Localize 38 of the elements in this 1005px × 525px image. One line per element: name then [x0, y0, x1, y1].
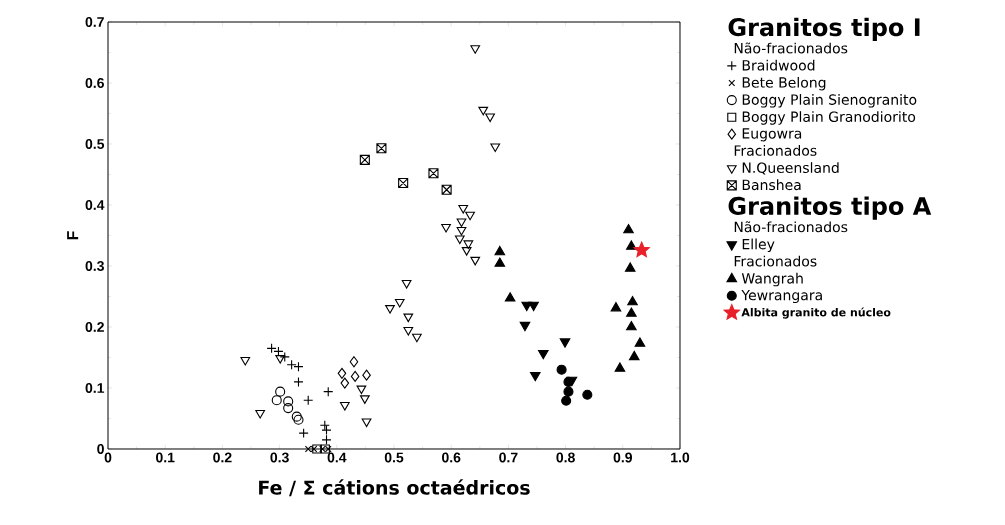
x-tick-label: 0.2: [213, 452, 232, 463]
y-tick-label: 0.1: [85, 383, 105, 393]
y-tick-label: 0.5: [85, 139, 105, 149]
legend-label: Albita granito de núcleo: [741, 307, 891, 319]
legend-label: Banshea: [742, 179, 801, 191]
text: Granitos tipo I: [728, 17, 920, 41]
legend-label: Yewrangara: [741, 289, 822, 304]
x-tick-label: 0.5: [384, 452, 404, 463]
text: Granitos tipo A: [728, 196, 932, 220]
legend-label: Braidwood: [742, 59, 815, 71]
x-axis-title: Fe / Σ cátions octaédricos: [259, 479, 530, 497]
text: Não-fracionados: [734, 42, 848, 54]
legend-label: Bete Belong: [742, 76, 826, 91]
legend-label: Boggy Plain Granodiorito: [742, 111, 916, 125]
x-tick-label: 0.1: [156, 452, 175, 463]
y-tick-label: 0: [97, 444, 104, 454]
y-tick-label: 0.6: [85, 78, 104, 88]
legend-label: Boggy Plain Sienogranito: [742, 94, 917, 108]
legend-label: Eugowra: [742, 128, 802, 142]
x-tick-label: 0.8: [556, 452, 575, 463]
x-tick-label: 0.4: [327, 452, 347, 463]
x-tick-label: 0: [104, 452, 112, 463]
x-tick-label: 0.6: [442, 452, 461, 463]
x-tick-label: 0.9: [613, 452, 633, 463]
x-tick-label: 1.0: [671, 452, 690, 463]
x-tick-label: 0.3: [270, 452, 289, 463]
y-tick-label: 0.2: [85, 322, 104, 332]
y-tick-label: 0.3: [85, 261, 104, 271]
legend-label: Elley: [742, 238, 775, 253]
text: Fracionados: [734, 255, 817, 267]
x-tick-label: 0.7: [499, 452, 518, 463]
y-tick-label: 0.7: [85, 17, 104, 27]
y-axis-title: F: [67, 231, 79, 240]
y-tick-label: 0.4: [85, 200, 105, 210]
text: Não-fracionados: [734, 221, 848, 233]
legend-label: Wangrah: [741, 272, 803, 287]
legend-label: N.Queensland: [742, 162, 839, 175]
text: Fracionados: [734, 145, 817, 156]
